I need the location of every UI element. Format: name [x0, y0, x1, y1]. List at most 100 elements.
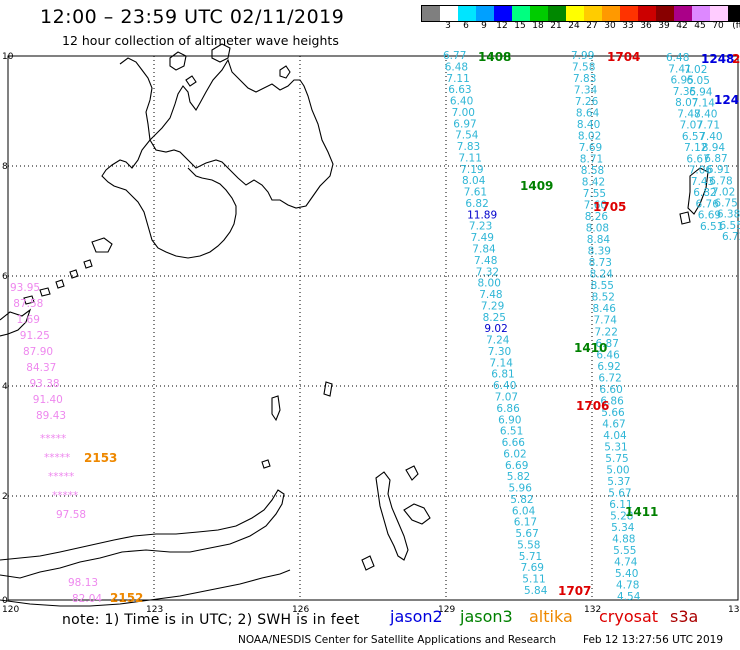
track-1408-value: 6.17 [514, 517, 537, 529]
legend-label-18: 18 [532, 21, 544, 31]
track-1408-value: 7.69 [521, 562, 544, 574]
coastline-sulawesi-north [0, 489, 285, 579]
pass-label-1411: 1411 [625, 505, 658, 519]
coastline-halmahera [375, 471, 409, 561]
track-1408-value: 5.82 [507, 471, 530, 483]
lat-label-10: 10 [2, 52, 14, 62]
track-1704-value: 7.83 [573, 73, 596, 85]
satellite-s3a: s3a [670, 607, 699, 626]
track-1408-value: 6.77 [443, 50, 466, 62]
legend-swatch-15 [692, 6, 710, 21]
legend-label-24: 24 [568, 21, 580, 31]
legend-label-21: 21 [550, 21, 562, 31]
track-1704-value: 5.75 [605, 453, 628, 465]
legend-swatch-13 [656, 6, 674, 21]
track-2153-value: 93.95 [10, 282, 40, 294]
track-1408-value: 7.61 [464, 187, 487, 199]
pass-label-1704: 1704 [607, 50, 640, 64]
track-1704-value: 6.86 [600, 395, 624, 407]
track-1704-value: 7.60 [584, 200, 607, 212]
coastline-sulu-1 [83, 259, 93, 269]
track-2153-value: 89.43 [36, 410, 66, 422]
track-2153-value: 91.25 [20, 330, 50, 342]
track-1704-value: 7.74 [594, 315, 618, 327]
track-1704-value: 8.02 [578, 131, 601, 143]
lat-label-4: 4 [2, 382, 8, 392]
track-1408-value: 5.58 [517, 540, 540, 552]
legend-swatch-6 [530, 6, 548, 21]
track-1248-b-value: 7.02 [712, 187, 735, 199]
track-1408-value: 7.32 [476, 266, 499, 278]
track-1248-b-value: 7.14 [692, 97, 716, 109]
pass-label-2: 2 [732, 52, 740, 66]
legend-swatch-0 [422, 6, 440, 21]
track-1248-b-value: 7.02 [684, 64, 707, 76]
track-1248-b-value: 6.55 [720, 220, 740, 232]
track-1408-value: 7.14 [490, 357, 514, 369]
track-1704-value: 6.60 [599, 384, 622, 396]
track-1704-value: 5.00 [606, 464, 629, 476]
pass-label-124: 124 [714, 93, 739, 107]
track-2153-star-value: 97.58 [56, 509, 86, 521]
track-1704-value: 8.08 [586, 223, 609, 235]
coastline-sulu-3 [55, 279, 65, 289]
legend-swatch-9 [584, 6, 602, 21]
track-1248-b-value: 8.94 [702, 142, 726, 154]
legend-label-30: 30 [604, 21, 616, 31]
pass-label-1409: 1409 [520, 179, 553, 193]
track-1408-value: 5.84 [524, 585, 548, 597]
track-1704-value: 5.66 [601, 407, 625, 419]
coastline-bohol [169, 51, 187, 71]
track-1704-value: 7.22 [595, 326, 618, 338]
coastline-bacan [361, 555, 375, 571]
legend-label-33: 33 [622, 21, 634, 31]
track-1408-value: 6.86 [496, 403, 520, 415]
coastline-zamboanga [101, 139, 237, 259]
legend-swatch-16 [710, 6, 728, 21]
track-1408-value: 6.04 [512, 505, 536, 517]
legend-swatch-2 [458, 6, 476, 21]
track-1704-value: 8.52 [592, 292, 615, 304]
track-1248-value: 6.48 [666, 52, 689, 64]
coastline-palau-south [679, 211, 691, 225]
satellite-jason3: jason3 [460, 607, 513, 626]
track-1408-value: 6.63 [448, 84, 471, 96]
track-1248-value: 6.57 [682, 131, 705, 143]
lon-label-132: 132 [584, 605, 601, 615]
track-1704-value: 7.58 [572, 62, 595, 74]
track-1408-value: 6.69 [505, 460, 528, 472]
track-1408-value: 8.00 [478, 278, 501, 290]
track-1704-value: 5.40 [615, 568, 638, 580]
track-2153-value: 87.90 [23, 346, 53, 358]
legend-label-15: 15 [514, 21, 526, 31]
graticule [8, 56, 738, 600]
track-2153-value: 87.58 [13, 298, 43, 310]
satellite-cryosat: cryosat [599, 607, 659, 626]
track-1408-value: 8.25 [483, 312, 506, 324]
track-1704-value: 8.55 [591, 280, 614, 292]
track-1408-value: 9.02 [484, 323, 507, 335]
track-1248-b-value: 6.87 [704, 153, 727, 165]
coastline-borneo [0, 308, 32, 337]
legend-swatch-5 [512, 6, 530, 21]
track-1408-value: 7.54 [455, 130, 479, 142]
track-1408-value: 6.51 [500, 426, 523, 438]
track-1704-value: 7.55 [583, 188, 606, 200]
track-1704-value: 4.04 [603, 430, 627, 442]
track-1408-value: 11.89 [467, 209, 497, 221]
coastline-sulu-5 [23, 295, 35, 305]
track-1248-value: 7.06 [689, 165, 713, 177]
track-1408-value: 5.67 [515, 528, 538, 540]
legend-label-42: 42 [676, 21, 688, 31]
legend-swatch-12 [638, 6, 656, 21]
lon-label-123: 123 [146, 605, 163, 615]
coastline-sulu-4 [39, 287, 51, 297]
track-1248-value: 6.69 [698, 210, 721, 222]
pass-label-1707: 1707 [558, 584, 591, 598]
legend-unit: (ft) [732, 21, 740, 31]
track-1408-value: 8.04 [462, 175, 486, 187]
legend-swatch-1 [440, 6, 458, 21]
track-1704-value: 7.34 [574, 85, 598, 97]
track-1704-value: 8.26 [585, 211, 609, 223]
